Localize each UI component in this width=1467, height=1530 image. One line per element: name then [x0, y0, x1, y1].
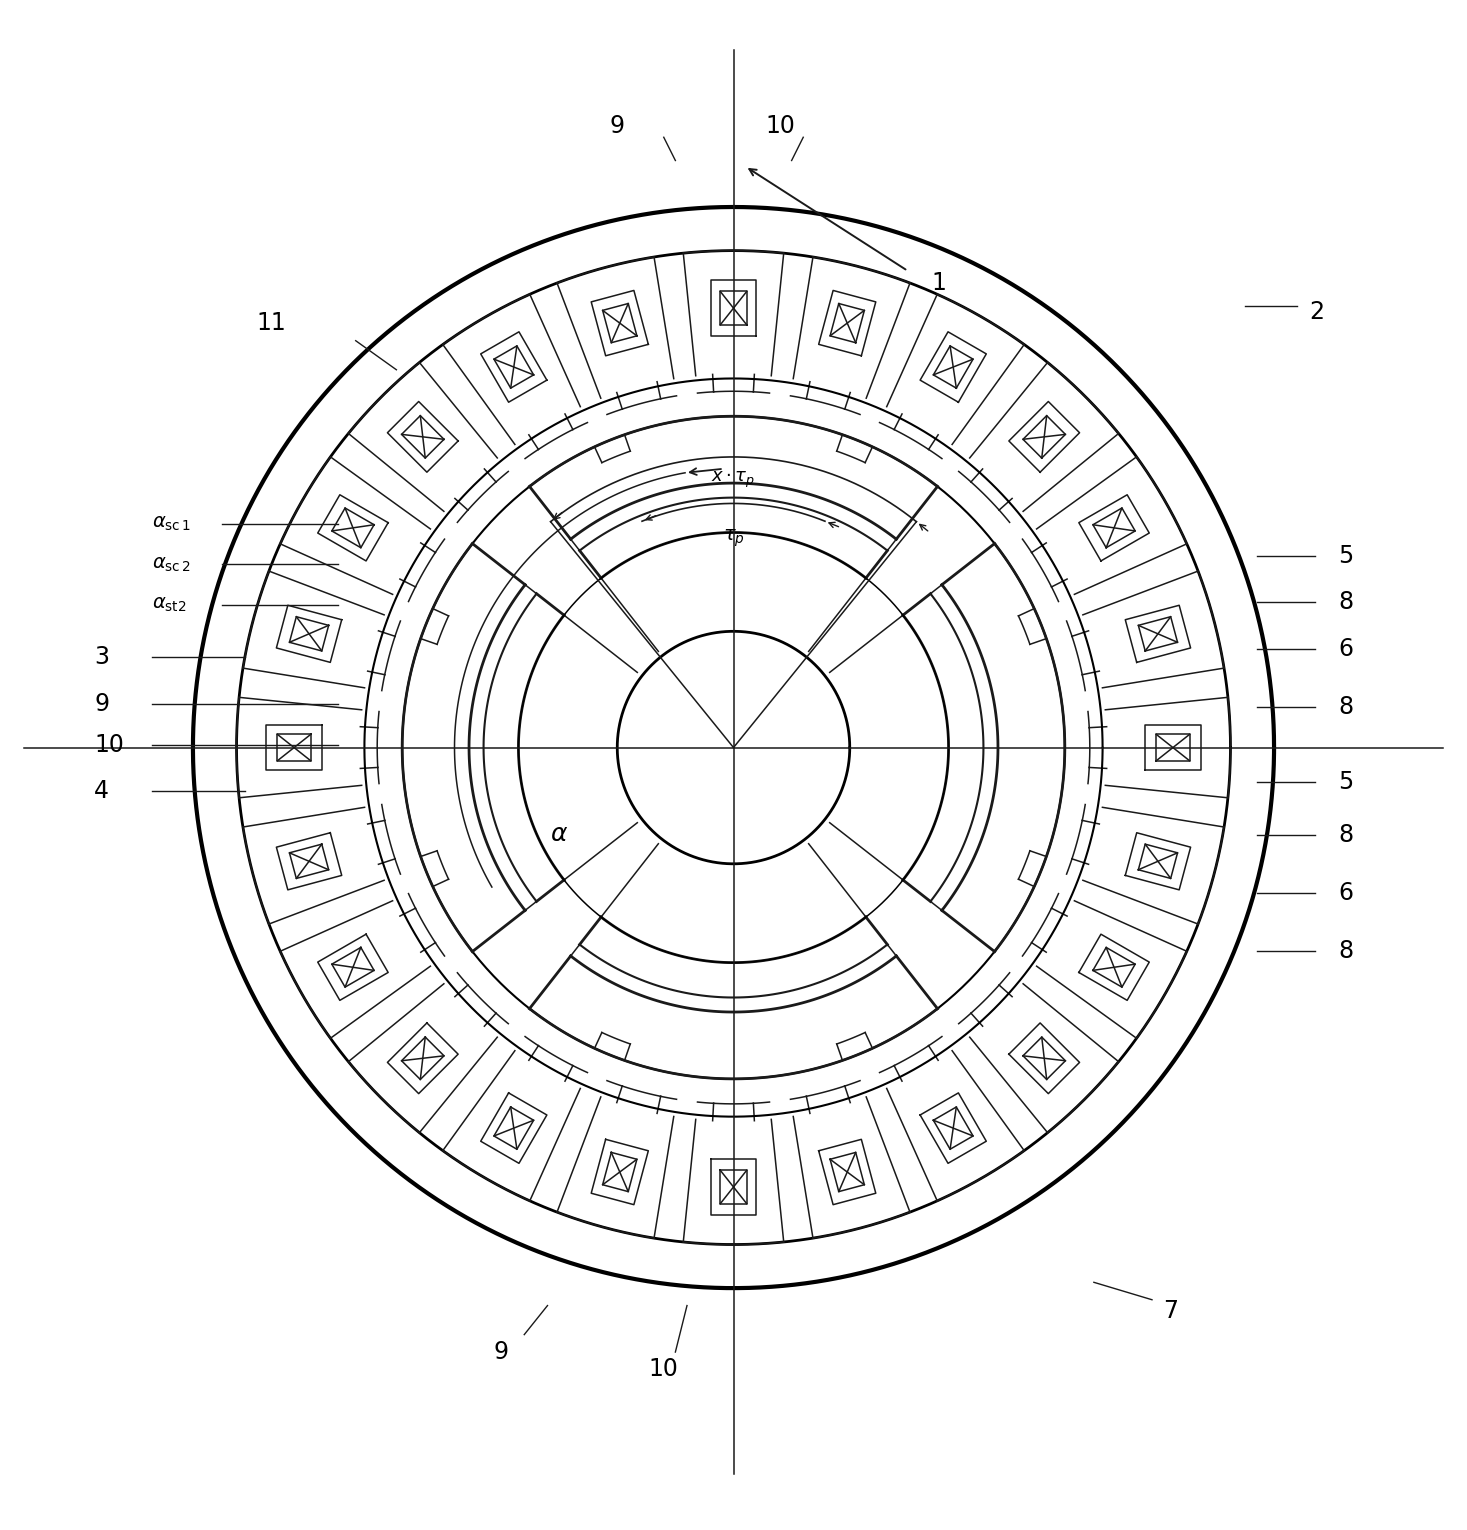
Text: 8: 8 — [1338, 823, 1353, 846]
Text: 4: 4 — [94, 779, 109, 803]
Text: $\alpha_{\mathrm{sc}\,1}$: $\alpha_{\mathrm{sc}\,1}$ — [153, 514, 191, 532]
Text: 8: 8 — [1338, 939, 1353, 962]
Text: 6: 6 — [1338, 636, 1353, 661]
Text: 10: 10 — [648, 1357, 679, 1382]
Text: $\alpha_{\mathrm{sc}\,2}$: $\alpha_{\mathrm{sc}\,2}$ — [153, 555, 191, 574]
Text: 9: 9 — [94, 692, 109, 716]
Text: 10: 10 — [766, 113, 795, 138]
Text: $\alpha_{\mathrm{st2}}$: $\alpha_{\mathrm{st2}}$ — [153, 597, 186, 615]
Text: 9: 9 — [493, 1340, 509, 1365]
Text: 5: 5 — [1338, 543, 1353, 568]
Text: 11: 11 — [257, 311, 286, 335]
Text: 6: 6 — [1338, 881, 1353, 904]
Text: 5: 5 — [1338, 771, 1353, 794]
Text: $x\cdot\tau_p$: $x\cdot\tau_p$ — [711, 470, 756, 490]
Text: 7: 7 — [1163, 1299, 1178, 1323]
Text: $\tau_p$: $\tau_p$ — [723, 528, 744, 549]
Text: $\alpha$: $\alpha$ — [550, 823, 568, 846]
Text: 8: 8 — [1338, 591, 1353, 614]
Text: 1: 1 — [932, 271, 946, 295]
Text: 3: 3 — [94, 646, 109, 670]
Text: 9: 9 — [610, 113, 625, 138]
Text: 8: 8 — [1338, 695, 1353, 719]
Text: 2: 2 — [1309, 300, 1323, 324]
Text: 10: 10 — [94, 733, 125, 757]
